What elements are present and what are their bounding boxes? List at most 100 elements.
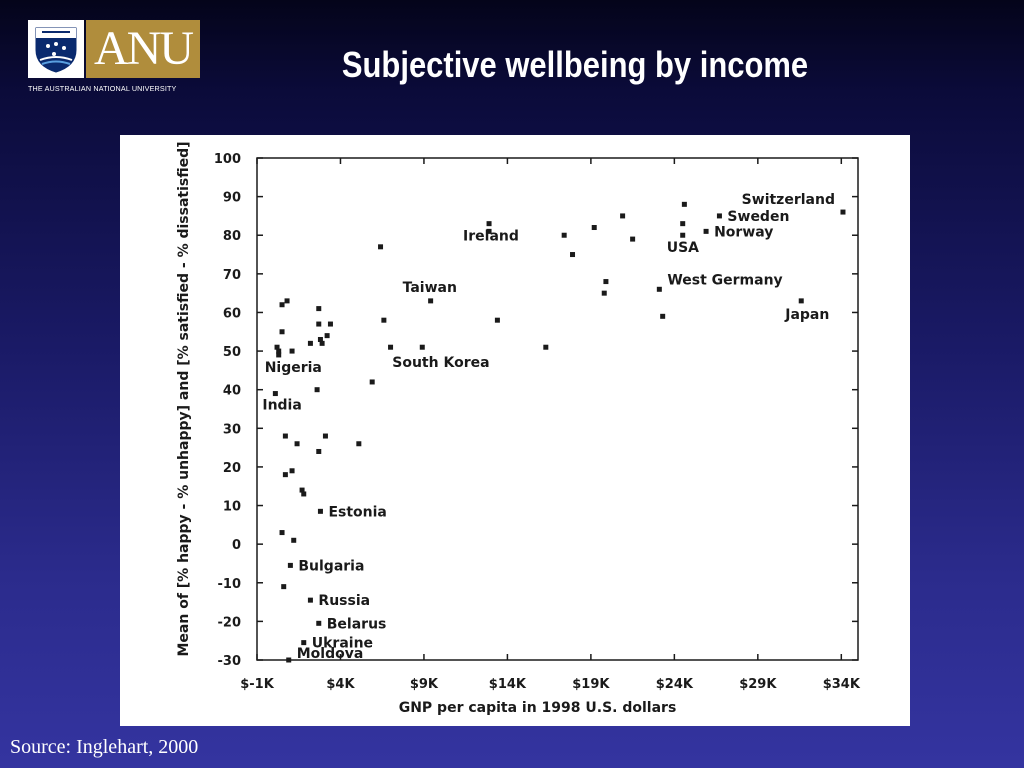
data-point bbox=[591, 225, 597, 231]
point-label: USA bbox=[667, 240, 699, 256]
x-tick-label: $9K bbox=[410, 677, 439, 692]
y-tick-label: 30 bbox=[223, 422, 241, 437]
y-tick-label: 20 bbox=[223, 461, 241, 476]
y-tick-label: -20 bbox=[218, 615, 242, 630]
x-tick-label: $19K bbox=[572, 677, 610, 692]
point-label: Russia bbox=[318, 593, 370, 609]
data-point bbox=[369, 379, 375, 385]
data-point bbox=[316, 620, 322, 626]
data-point bbox=[289, 348, 295, 354]
data-point bbox=[603, 279, 609, 285]
data-point bbox=[276, 348, 282, 354]
data-point bbox=[307, 340, 313, 346]
data-point bbox=[381, 317, 387, 323]
data-point bbox=[301, 491, 307, 497]
data-point bbox=[272, 391, 278, 397]
y-axis-label: Mean of [% happy - % unhappy] and [% sat… bbox=[176, 141, 192, 656]
x-tick-label: $34K bbox=[823, 677, 861, 692]
y-tick-label: -10 bbox=[218, 577, 242, 592]
data-point bbox=[287, 562, 293, 568]
data-point bbox=[282, 472, 288, 478]
anu-crest-icon bbox=[28, 20, 84, 78]
data-point bbox=[322, 433, 328, 439]
y-tick-label: 80 bbox=[223, 229, 241, 244]
data-point bbox=[798, 298, 804, 304]
data-point bbox=[307, 597, 313, 603]
data-point bbox=[570, 252, 576, 258]
data-point bbox=[279, 329, 285, 335]
data-point bbox=[840, 209, 846, 215]
point-label: South Korea bbox=[392, 355, 489, 371]
y-tick-label: 50 bbox=[223, 345, 241, 360]
point-label: Ukraine bbox=[312, 636, 373, 652]
logo-subtitle: THE AUSTRALIAN NATIONAL UNIVERSITY bbox=[28, 84, 177, 93]
data-point bbox=[561, 232, 567, 238]
point-label: Bulgaria bbox=[298, 558, 364, 574]
y-tick-label: 0 bbox=[232, 538, 241, 553]
data-point bbox=[274, 344, 280, 350]
x-tick-label: $29K bbox=[739, 677, 777, 692]
slide-title: Subjective wellbeing by income bbox=[341, 44, 809, 85]
data-point bbox=[281, 584, 287, 590]
y-tick-label: 10 bbox=[223, 500, 241, 515]
y-tick-label: 40 bbox=[223, 384, 241, 399]
point-label: Ireland bbox=[463, 228, 519, 244]
data-point bbox=[279, 530, 285, 536]
point-label: Estonia bbox=[328, 504, 386, 520]
data-point bbox=[327, 321, 333, 327]
source-citation: Source: Inglehart, 2000 bbox=[10, 736, 199, 758]
data-point bbox=[680, 232, 686, 238]
y-tick-label: 90 bbox=[223, 191, 241, 206]
data-point bbox=[324, 333, 330, 339]
data-point bbox=[286, 657, 292, 663]
point-label: Japan bbox=[784, 307, 829, 323]
y-tick-label: 70 bbox=[223, 268, 241, 283]
x-tick-label: $-1K bbox=[240, 677, 274, 692]
point-label: India bbox=[262, 398, 301, 414]
data-point bbox=[486, 228, 492, 234]
data-point bbox=[378, 244, 384, 250]
data-point bbox=[284, 298, 290, 304]
data-point bbox=[494, 317, 500, 323]
anu-logo: ANU bbox=[28, 20, 200, 80]
data-point bbox=[316, 306, 322, 312]
point-label: Norway bbox=[714, 224, 773, 240]
y-tick-label: 100 bbox=[214, 152, 241, 167]
data-point bbox=[703, 228, 709, 234]
data-point bbox=[276, 352, 282, 358]
y-tick-label: 60 bbox=[223, 306, 241, 321]
data-point bbox=[317, 336, 323, 342]
x-axis-label: GNP per capita in 1998 U.S. dollars bbox=[399, 700, 677, 716]
data-point bbox=[601, 290, 607, 296]
data-point bbox=[289, 468, 295, 474]
point-label: Moldova bbox=[297, 646, 364, 662]
data-point bbox=[620, 213, 626, 219]
chart-panel: 100 90 80 70 60 50 40 30 20 10 0 -10 -20 -30 $-1K $4K $9… bbox=[120, 135, 910, 726]
data-point bbox=[316, 321, 322, 327]
data-point bbox=[388, 344, 394, 350]
data-point bbox=[660, 313, 666, 319]
point-label: Sweden bbox=[727, 209, 789, 225]
data-point bbox=[291, 537, 297, 543]
logo-wordmark: ANU bbox=[86, 20, 200, 78]
x-tick-label: $14K bbox=[489, 677, 527, 692]
point-label: Nigeria bbox=[265, 360, 322, 376]
data-point bbox=[301, 640, 307, 646]
data-point bbox=[316, 448, 322, 454]
x-tick-label: $4K bbox=[326, 677, 355, 692]
data-point bbox=[314, 387, 320, 393]
data-point bbox=[294, 441, 300, 447]
chart-axes bbox=[256, 157, 859, 661]
x-tick-label: $24K bbox=[656, 677, 694, 692]
data-point bbox=[681, 201, 687, 207]
point-label: Taiwan bbox=[403, 280, 457, 296]
data-point bbox=[680, 221, 686, 227]
plot-frame bbox=[256, 157, 859, 661]
chart-points bbox=[272, 201, 846, 663]
point-label: Belarus bbox=[327, 616, 387, 632]
data-point bbox=[282, 433, 288, 439]
data-point bbox=[630, 236, 636, 242]
